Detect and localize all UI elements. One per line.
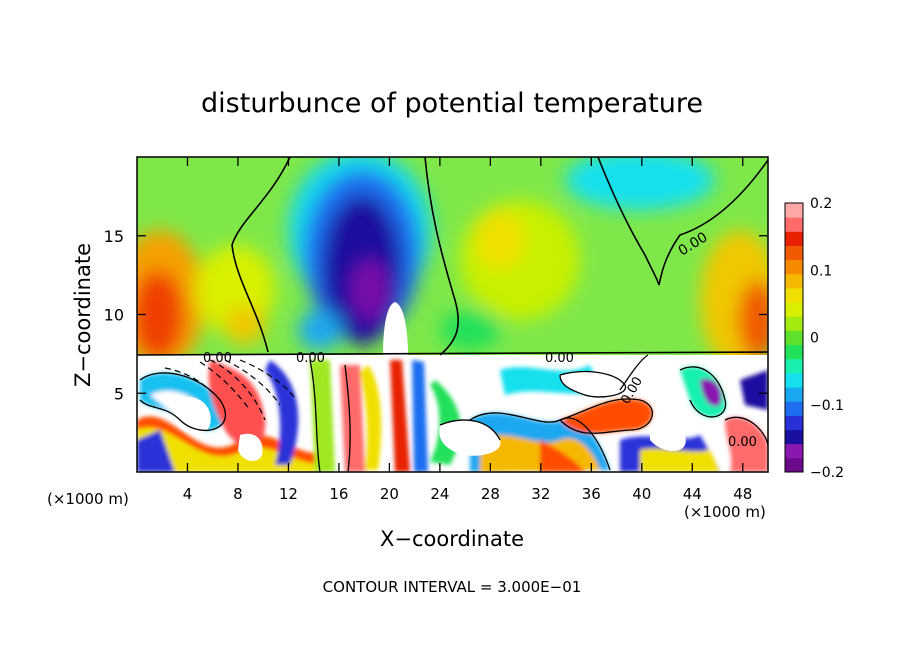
contour-lines [137, 157, 768, 356]
y-tick-label: 5 [114, 384, 124, 403]
colorbar-swatch [785, 287, 803, 303]
colorbar-swatch [785, 245, 803, 261]
x-tick-label: 40 [632, 485, 651, 503]
contour-label: 0.00 [296, 351, 325, 366]
contour-interval-note: CONTOUR INTERVAL = 3.000E−01 [323, 578, 582, 596]
y-tick-label: 10 [104, 306, 124, 325]
colorbar-swatch [785, 443, 803, 459]
upper-field [137, 157, 768, 370]
colorbar-swatch [785, 259, 803, 275]
colorbar-frame [784, 202, 804, 473]
x-unit-right: (×1000 m) [684, 503, 766, 521]
colorbar-swatch [785, 273, 803, 289]
y-tick-label: 15 [104, 227, 124, 246]
x-tick-label: 44 [683, 485, 702, 503]
x-tick-label: 28 [481, 485, 500, 503]
white-tower [383, 302, 408, 355]
colorbar: 0.2 0.1 0 −0.1 −0.2 [784, 196, 844, 481]
contour-label: 0.00 [728, 435, 757, 450]
colorbar-swatch [785, 429, 803, 445]
colorbar-swatch [785, 203, 803, 218]
colorbar-swatch [785, 358, 803, 374]
colorbar-swatch [785, 302, 803, 317]
x-tick-label: 48 [733, 485, 752, 503]
x-tick-label: 20 [380, 485, 399, 503]
x-tick-label: 12 [279, 485, 298, 503]
contour-label: 0.00 [203, 351, 232, 366]
colorbar-label: −0.1 [810, 398, 844, 414]
plot-area: 0.00 0.00 0.00 0.00 0.00 0.00 [137, 157, 768, 472]
chart-title: disturbunce of potential temperature [201, 88, 703, 119]
colorbar-swatch [785, 387, 803, 402]
x-tick-label: 36 [582, 485, 601, 503]
lower-field [137, 355, 768, 472]
colorbar-label: 0.2 [810, 196, 832, 212]
lower-contours [139, 354, 768, 472]
colorbar-swatch [785, 415, 803, 431]
colorbar-swatch [785, 457, 803, 473]
x-tick-label: 24 [430, 485, 449, 503]
contour-label: 0.00 [545, 351, 574, 366]
colorbar-swatch [785, 344, 803, 360]
x-tick-label: 16 [329, 485, 348, 503]
colorbar-swatch [785, 401, 803, 416]
x-tick-label: 4 [183, 485, 193, 503]
colorbar-label: 0 [810, 331, 819, 347]
x-tick-label: 8 [233, 485, 243, 503]
x-tick-label: 32 [531, 485, 550, 503]
colorbar-swatch [785, 330, 803, 346]
colorbar-label: 0.1 [810, 263, 832, 279]
x-axis-label: X−coordinate [380, 527, 524, 551]
x-unit-left: (×1000 m) [47, 490, 129, 508]
colorbar-swatch [785, 316, 803, 331]
colorbar-swatch [785, 217, 803, 232]
colorbar-swatch [785, 372, 803, 388]
colorbar-label: −0.2 [810, 465, 844, 481]
y-axis-label: Z−coordinate [71, 243, 95, 387]
colorbar-swatch [785, 231, 803, 246]
